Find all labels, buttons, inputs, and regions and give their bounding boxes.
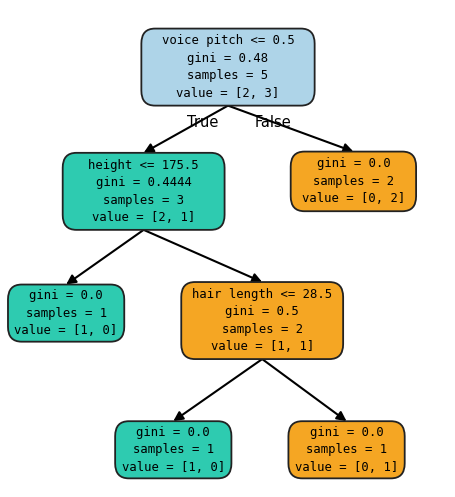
FancyBboxPatch shape — [181, 282, 342, 359]
Text: voice pitch <= 0.5
gini = 0.48
samples = 5
value = [2, 3]: voice pitch <= 0.5 gini = 0.48 samples =… — [161, 34, 294, 100]
Text: False: False — [254, 115, 291, 130]
Text: gini = 0.0
samples = 1
value = [0, 1]: gini = 0.0 samples = 1 value = [0, 1] — [294, 426, 397, 474]
Text: gini = 0.0
samples = 1
value = [1, 0]: gini = 0.0 samples = 1 value = [1, 0] — [15, 289, 117, 337]
Text: gini = 0.0
samples = 1
value = [1, 0]: gini = 0.0 samples = 1 value = [1, 0] — [121, 426, 224, 474]
FancyBboxPatch shape — [290, 152, 415, 211]
Text: height <= 175.5
gini = 0.4444
samples = 3
value = [2, 1]: height <= 175.5 gini = 0.4444 samples = … — [88, 159, 198, 224]
Text: gini = 0.0
samples = 2
value = [0, 2]: gini = 0.0 samples = 2 value = [0, 2] — [301, 158, 404, 205]
FancyBboxPatch shape — [8, 284, 124, 342]
FancyBboxPatch shape — [288, 421, 404, 478]
FancyBboxPatch shape — [141, 28, 314, 105]
FancyBboxPatch shape — [63, 153, 224, 230]
Text: hair length <= 28.5
gini = 0.5
samples = 2
value = [1, 1]: hair length <= 28.5 gini = 0.5 samples =… — [192, 288, 332, 353]
Text: True: True — [186, 115, 217, 130]
FancyBboxPatch shape — [115, 421, 231, 478]
